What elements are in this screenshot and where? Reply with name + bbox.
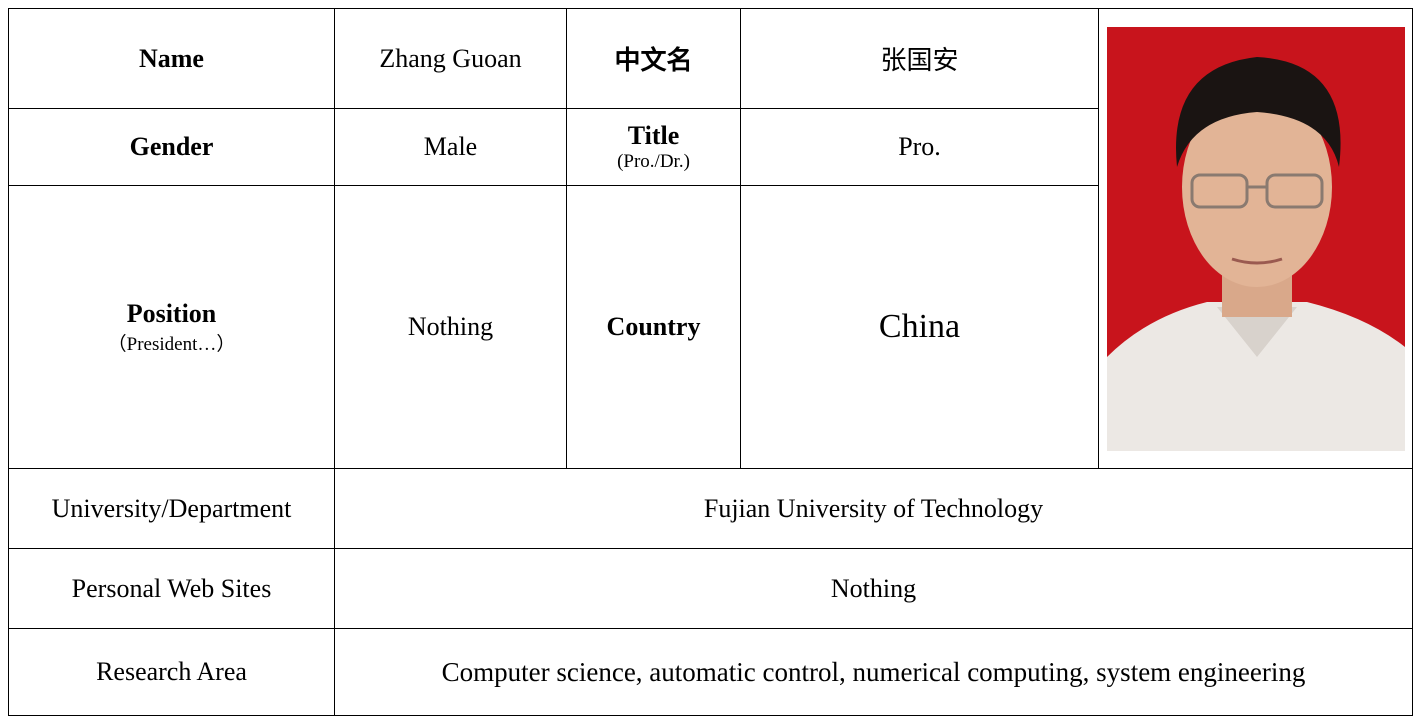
value: Pro. xyxy=(740,108,1099,186)
value: Fujian University of Technology xyxy=(334,468,1413,549)
hint: （President…） xyxy=(107,333,236,355)
row: University/Department Fujian University … xyxy=(8,468,1413,549)
label: Personal Web Sites xyxy=(8,548,335,629)
row: Research Area Computer science, automati… xyxy=(8,628,1413,716)
row: Gender Male Title (Pro./Dr.) Pro. xyxy=(8,108,1413,186)
photo xyxy=(1106,26,1405,451)
value: Nothing xyxy=(334,185,567,469)
value: Computer science, automatic control, num… xyxy=(334,628,1413,716)
label: Position xyxy=(126,298,217,328)
label: Title xyxy=(627,121,680,150)
label: Gender xyxy=(8,108,335,186)
label: 中文名 xyxy=(566,8,741,109)
label: University/Department xyxy=(8,468,335,549)
value: China xyxy=(740,185,1099,469)
photo-cell xyxy=(1098,8,1413,469)
label: Name xyxy=(8,8,335,109)
row: Name Zhang Guoan 中文名 张国安 xyxy=(8,8,1413,469)
hint: (Pro./Dr.) xyxy=(617,151,690,172)
label-cell: Title (Pro./Dr.) xyxy=(566,108,741,186)
row: Position （President…） Nothing Country Chi… xyxy=(8,185,1413,469)
label-cell: Position （President…） xyxy=(8,185,335,469)
label: Research Area xyxy=(8,628,335,716)
value: Male xyxy=(334,108,567,186)
value: 张国安 xyxy=(740,8,1099,109)
row: Personal Web Sites Nothing xyxy=(8,548,1413,629)
value: Nothing xyxy=(334,548,1413,629)
label: Country xyxy=(566,185,741,469)
profile-table: Name Zhang Guoan 中文名 张国安 Gender Male Tit… xyxy=(8,8,1413,716)
value: Zhang Guoan xyxy=(334,8,567,109)
